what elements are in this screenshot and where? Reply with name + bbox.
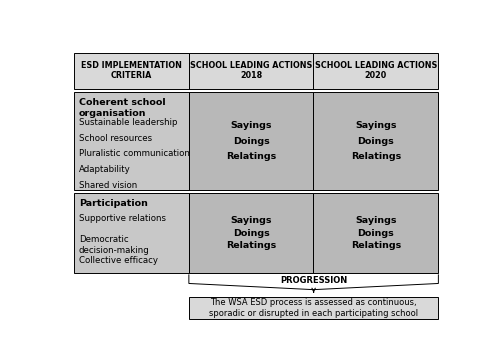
Text: Sayings: Sayings (230, 121, 272, 130)
Text: Relatings: Relatings (226, 152, 276, 161)
Text: SCHOOL LEADING ACTIONS
2020: SCHOOL LEADING ACTIONS 2020 (314, 61, 437, 81)
Text: Sayings: Sayings (230, 216, 272, 225)
Text: Doings: Doings (358, 137, 395, 146)
FancyBboxPatch shape (189, 297, 438, 319)
Text: Relatings: Relatings (351, 242, 401, 251)
Text: SCHOOL LEADING ACTIONS
2018: SCHOOL LEADING ACTIONS 2018 (190, 61, 312, 81)
Text: Doings: Doings (233, 229, 270, 238)
FancyBboxPatch shape (74, 193, 189, 273)
Text: Sayings: Sayings (355, 121, 397, 130)
Text: Relatings: Relatings (351, 152, 401, 161)
FancyBboxPatch shape (314, 92, 438, 190)
FancyBboxPatch shape (74, 92, 189, 190)
FancyBboxPatch shape (314, 193, 438, 273)
Text: Participation: Participation (79, 199, 148, 208)
Text: Relatings: Relatings (226, 242, 276, 251)
Text: Supportive relations: Supportive relations (79, 214, 166, 223)
Text: Pluralistic communication: Pluralistic communication (79, 149, 190, 158)
FancyBboxPatch shape (314, 53, 438, 89)
FancyBboxPatch shape (189, 193, 314, 273)
Text: Democratic
decision-making: Democratic decision-making (79, 235, 150, 254)
Text: Sayings: Sayings (355, 216, 397, 225)
Text: Collective efficacy: Collective efficacy (79, 256, 158, 265)
FancyBboxPatch shape (189, 92, 314, 190)
Text: Sustainable leadership: Sustainable leadership (79, 118, 178, 127)
Text: School resources: School resources (79, 134, 152, 143)
Text: The WSA ESD process is assessed as continuous,
sporadic or disrupted in each par: The WSA ESD process is assessed as conti… (209, 298, 418, 318)
FancyBboxPatch shape (189, 53, 314, 89)
Text: Adaptability: Adaptability (79, 165, 130, 174)
Text: Doings: Doings (233, 137, 270, 146)
Text: Coherent school
organisation: Coherent school organisation (79, 98, 166, 118)
Text: Shared vision: Shared vision (79, 180, 137, 190)
Text: ESD IMPLEMENTATION
CRITERIA: ESD IMPLEMENTATION CRITERIA (81, 61, 182, 81)
Text: Doings: Doings (358, 229, 395, 238)
Text: PROGRESSION: PROGRESSION (280, 276, 347, 284)
FancyBboxPatch shape (74, 53, 189, 89)
